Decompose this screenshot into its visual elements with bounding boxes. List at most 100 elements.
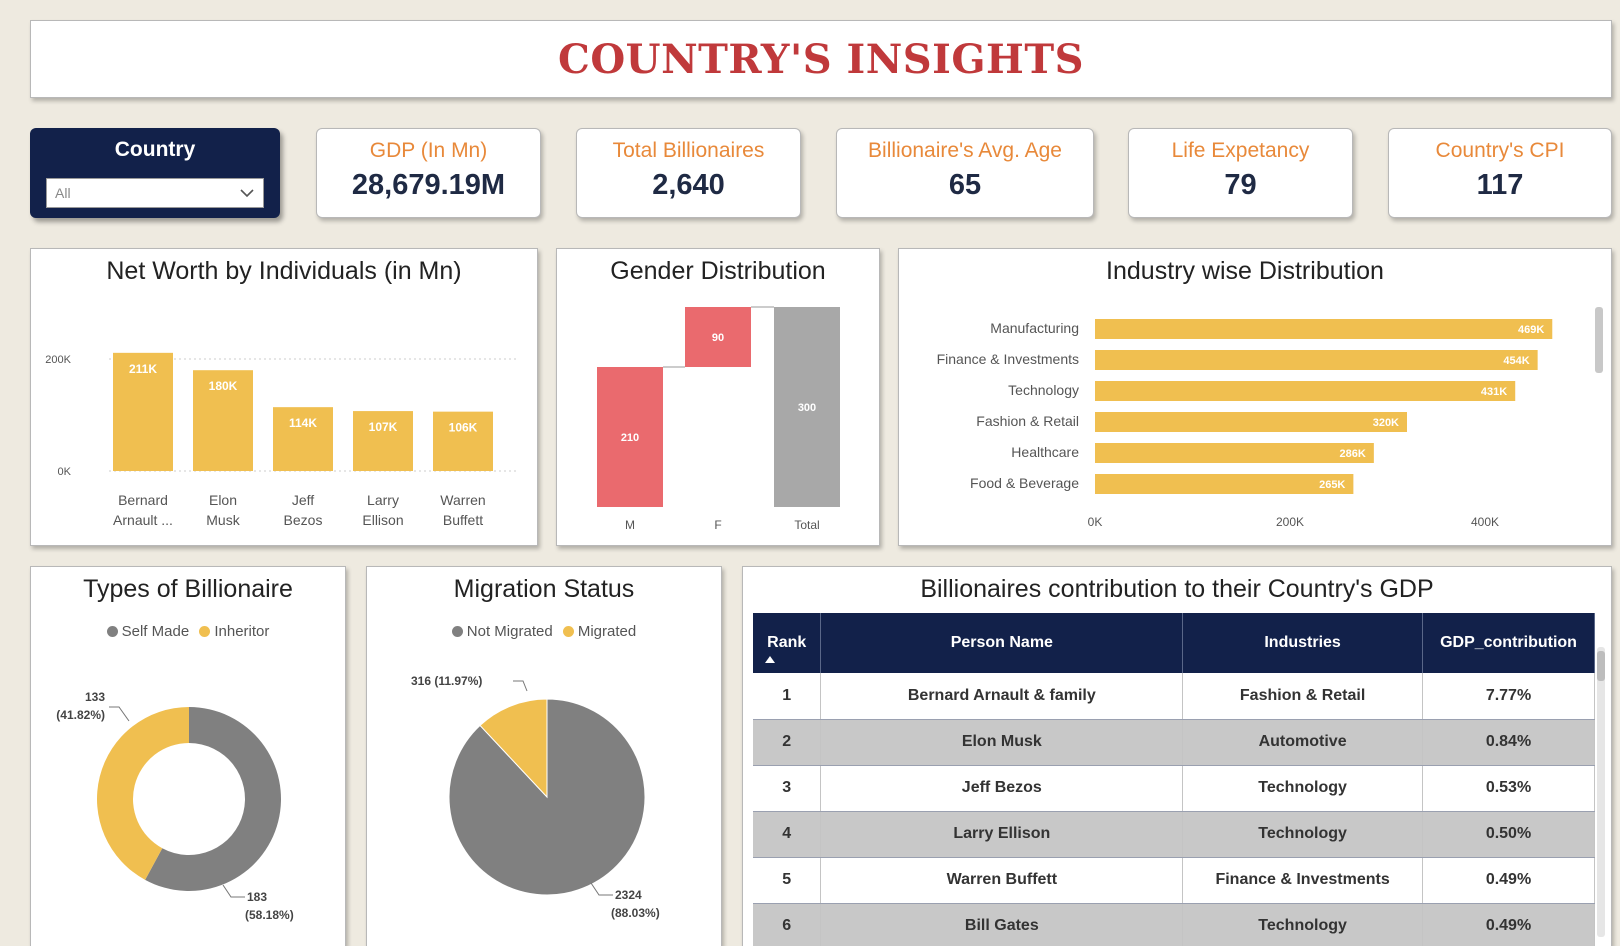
bar-data-label: 210 <box>621 432 639 444</box>
bar[interactable] <box>193 370 253 471</box>
legend-migrated: Migrated <box>562 623 636 640</box>
kpi-cpi: Country's CPI 117 <box>1388 128 1612 218</box>
column-header-rank[interactable]: Rank <box>753 613 822 673</box>
cell-gdp-contribution: 7.77% <box>1422 673 1595 720</box>
y-tick-label: Fashion & Retail <box>976 413 1079 429</box>
page-title: COUNTRY'S INSIGHTS <box>558 35 1084 83</box>
bar[interactable] <box>1095 443 1374 463</box>
table-header-row: Rank Person Name Industries GDP_contribu… <box>753 613 1595 673</box>
x-tick-label: Elon <box>209 492 237 508</box>
y-tick-label: Manufacturing <box>990 320 1079 336</box>
x-tick-label: Musk <box>206 512 240 528</box>
net-worth-title: Net Worth by Individuals (in Mn) <box>106 257 462 285</box>
leader-line <box>222 884 245 898</box>
bar[interactable] <box>273 407 333 471</box>
bar-data-label: 265K <box>1319 479 1345 491</box>
kpi-total-billionaires-label: Total Billionaires <box>612 139 765 162</box>
industry-chart: Manufacturing 469K Finance & Investments 45… <box>937 319 1553 529</box>
country-dropdown[interactable]: All <box>46 178 264 208</box>
types-donut-chart: 183 (58.18%) 133 (41.82%) <box>56 690 294 922</box>
x-tick-label: Total <box>794 518 819 532</box>
column-header-gdp-contribution[interactable]: GDP_contribution <box>1422 613 1595 673</box>
net-worth-chart: 200K 0K 211K Bernard Arnault ... 180K Elon Musk… <box>45 352 519 528</box>
cell-industry: Fashion & Retail <box>1182 673 1424 720</box>
cell-industry: Automotive <box>1182 719 1424 766</box>
migration-title: Migration Status <box>453 575 635 603</box>
x-tick-label: Warren <box>440 492 485 508</box>
bar-data-label: 90 <box>712 332 724 344</box>
column-header-industries[interactable]: Industries <box>1182 613 1424 673</box>
x-tick-label: Arnault ... <box>113 512 173 528</box>
types-title: Types of Billionaire <box>83 575 293 603</box>
x-tick-label: Bernard <box>118 492 168 508</box>
x-tick-label: 0K <box>1088 515 1103 529</box>
bar[interactable] <box>353 411 413 471</box>
donut-slice[interactable] <box>96 707 189 880</box>
pie-slice[interactable] <box>479 698 548 799</box>
waterfall-bar[interactable] <box>685 307 751 367</box>
waterfall-bar[interactable] <box>597 367 663 507</box>
gender-title: Gender Distribution <box>610 257 826 285</box>
y-tick-label: Technology <box>1008 382 1079 398</box>
bar[interactable] <box>113 352 173 471</box>
x-tick-label: Jeff <box>292 492 314 508</box>
cell-gdp-contribution: 0.49% <box>1422 857 1595 904</box>
industry-scrollbar[interactable] <box>1595 307 1603 373</box>
kpi-gdp-label: GDP (In Mn) <box>369 139 488 162</box>
table-scrollbar[interactable] <box>1597 647 1605 937</box>
country-slicer-label: Country <box>114 138 196 161</box>
table-row: 5 Warren Buffett Finance & Investments 0… <box>753 857 1595 904</box>
y-tick-label: Food & Beverage <box>970 475 1079 491</box>
y-tick-label: Finance & Investments <box>937 351 1079 367</box>
bar-data-label: 180K <box>209 379 238 393</box>
contribution-table-wrap: Rank Person Name Industries GDP_contribu… <box>753 613 1595 946</box>
table-row: 6 Bill Gates Technology 0.49% <box>753 903 1595 946</box>
leader-line <box>513 680 528 692</box>
bar[interactable] <box>1095 474 1354 494</box>
legend-self-made: Self Made <box>106 623 189 640</box>
bar[interactable] <box>1095 319 1553 339</box>
table-row: 2 Elon Musk Automotive 0.84% <box>753 719 1595 766</box>
chevron-down-icon <box>240 189 254 198</box>
kpi-life-expectancy-value: 79 <box>1224 169 1257 201</box>
cell-rank: 2 <box>753 719 822 766</box>
cell-person-name: Larry Ellison <box>820 811 1184 858</box>
column-header-person-name[interactable]: Person Name <box>820 613 1184 673</box>
x-tick-label: 400K <box>1471 515 1499 529</box>
title-banner: COUNTRY'S INSIGHTS <box>30 20 1612 98</box>
legend-not-migrated: Not Migrated <box>451 623 553 640</box>
cell-rank: 3 <box>753 765 822 812</box>
bar[interactable] <box>1095 412 1407 432</box>
contribution-panel: Billionaires contribution to their Count… <box>742 566 1612 946</box>
bar-data-label: 431K <box>1481 386 1507 398</box>
slice-data-label: 316 (11.97%) <box>411 674 482 688</box>
y-tick-label: 200K <box>45 354 71 366</box>
country-dropdown-value: All <box>55 185 71 201</box>
pie-slice[interactable] <box>448 698 646 896</box>
kpi-total-billionaires-value: 2,640 <box>652 169 725 201</box>
kpi-avg-age-label: Billionaire's Avg. Age <box>868 139 1062 162</box>
slice-data-label: (58.18%) <box>245 908 294 922</box>
contribution-title: Billionaires contribution to their Count… <box>920 575 1434 603</box>
bar[interactable] <box>1095 350 1538 370</box>
sort-ascending-icon <box>765 656 775 663</box>
cell-industry: Finance & Investments <box>1182 857 1424 904</box>
cell-industry: Technology <box>1182 903 1424 946</box>
cell-person-name: Jeff Bezos <box>820 765 1184 812</box>
bar[interactable] <box>433 411 493 471</box>
waterfall-bar[interactable] <box>774 307 840 507</box>
bar-data-label: 286K <box>1340 448 1366 460</box>
kpi-gdp: GDP (In Mn) 28,679.19M <box>316 128 541 218</box>
migration-legend: Not Migrated Migrated <box>367 623 721 640</box>
donut-slice[interactable] <box>145 707 281 891</box>
kpi-cpi-label: Country's CPI <box>1435 139 1565 162</box>
table-scrollbar-thumb[interactable] <box>1597 651 1605 681</box>
cell-rank: 4 <box>753 811 822 858</box>
x-tick-label: M <box>625 518 635 532</box>
y-tick-label: Healthcare <box>1011 444 1079 460</box>
migration-pie-chart: 2324 (88.03%) 316 (11.97%) <box>411 674 660 920</box>
table-row: 1 Bernard Arnault & family Fashion & Ret… <box>753 673 1595 720</box>
bar[interactable] <box>1095 381 1516 401</box>
bar-data-label: 469K <box>1518 324 1544 336</box>
legend-inheritor: Inheritor <box>199 623 269 640</box>
